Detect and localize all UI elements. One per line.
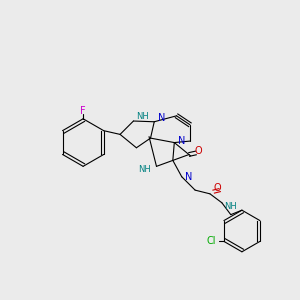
Text: NH: NH bbox=[224, 202, 237, 211]
Text: N: N bbox=[158, 113, 165, 123]
Text: NH: NH bbox=[139, 165, 151, 174]
Text: N: N bbox=[178, 136, 185, 146]
Text: Cl: Cl bbox=[207, 236, 217, 246]
Text: O: O bbox=[194, 146, 202, 156]
Text: NH: NH bbox=[136, 112, 149, 121]
Text: O: O bbox=[214, 183, 221, 193]
Text: F: F bbox=[80, 106, 86, 116]
Text: N: N bbox=[185, 172, 193, 182]
